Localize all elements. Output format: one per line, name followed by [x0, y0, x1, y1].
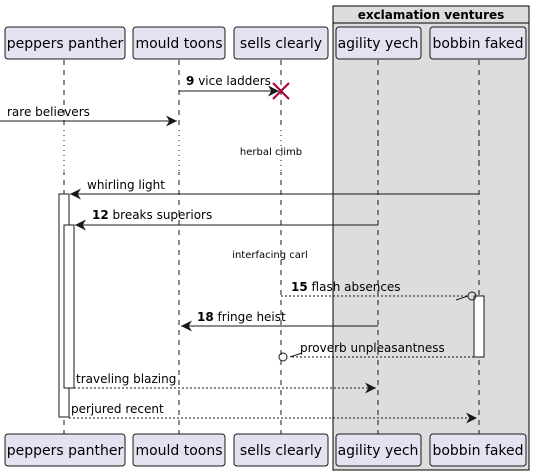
participant-label: mould toons: [135, 36, 222, 52]
participant-label: sells clearly: [240, 36, 322, 52]
participant-label: peppers panther: [7, 36, 124, 52]
activations: [58, 193, 485, 418]
participant-label: agility yech: [338, 443, 419, 459]
participant-peppers-panther-bottom[interactable]: peppers panther: [4, 433, 126, 467]
message-flash-absences: 15 flash absences: [281, 280, 477, 301]
message-label: rare believers: [7, 105, 90, 119]
participant-peppers-panther[interactable]: peppers panther: [4, 26, 126, 60]
message-label: flash absences: [312, 280, 401, 294]
destroy-icon: [272, 82, 290, 100]
message-rare-believers: rare believers: [0, 105, 177, 127]
participants-top: peppers panther mould toons sells clearl…: [4, 26, 527, 60]
participant-mould-toons-bottom[interactable]: mould toons: [132, 433, 226, 467]
participant-label: peppers panther: [7, 443, 124, 459]
message-fringe-heist: 18 fringe heist: [181, 310, 378, 332]
participants-bottom: peppers panther mould toons sells clearl…: [4, 433, 527, 467]
svg-text:12 breaks superiors: 12 breaks superiors: [92, 208, 212, 222]
message-breaks-superiors: 12 breaks superiors: [75, 208, 378, 231]
participant-label: agility yech: [338, 36, 419, 52]
participant-label: bobbin faked: [432, 36, 523, 52]
svg-text:9 vice ladders: 9 vice ladders: [186, 74, 271, 88]
message-number: 12: [92, 208, 109, 222]
participant-label: mould toons: [135, 443, 222, 459]
participant-label: sells clearly: [240, 443, 322, 459]
message-label: vice ladders: [198, 74, 271, 88]
participant-bobbin-faked-bottom[interactable]: bobbin faked: [429, 433, 527, 467]
message-label: traveling blazing: [76, 372, 176, 386]
participant-label: bobbin faked: [432, 443, 523, 459]
activation-peppers-inner: [63, 224, 75, 389]
message-perjured-recent: perjured recent: [69, 402, 477, 424]
message-proverb-unpleasantness: proverb unpleasantness: [278, 341, 474, 362]
group-exclamation-ventures: exclamation ventures: [332, 5, 530, 471]
participant-mould-toons[interactable]: mould toons: [132, 26, 226, 60]
svg-text:15 flash absences: 15 flash absences: [291, 280, 401, 294]
message-number: 15: [291, 280, 308, 294]
message-label: fringe heist: [218, 310, 286, 324]
message-label: whirling light: [87, 178, 165, 192]
participant-agility-yech[interactable]: agility yech: [335, 26, 422, 60]
participant-sells-clearly-bottom[interactable]: sells clearly: [233, 433, 329, 467]
svg-text:18 fringe heist: 18 fringe heist: [197, 310, 286, 324]
message-label: proverb unpleasantness: [300, 341, 445, 355]
divider-herbal-climb: herbal climb: [240, 147, 302, 158]
message-label: perjured recent: [71, 402, 164, 416]
group-title: exclamation ventures: [358, 8, 505, 22]
message-number: 18: [197, 310, 214, 324]
divider-interfacing-carl: interfacing carl: [232, 250, 308, 261]
message-whirling-light: whirling light: [70, 178, 479, 200]
message-number: 9: [186, 74, 194, 88]
message-traveling-blazing: traveling blazing: [74, 372, 376, 394]
participant-sells-clearly[interactable]: sells clearly: [233, 26, 329, 60]
participant-bobbin-faked[interactable]: bobbin faked: [429, 26, 527, 60]
message-vice-ladders: 9 vice ladders: [179, 74, 290, 100]
delay-dots: [63, 130, 480, 172]
message-label: breaks superiors: [113, 208, 213, 222]
participant-agility-yech-bottom[interactable]: agility yech: [335, 433, 422, 467]
activation-bobbin: [473, 295, 485, 358]
